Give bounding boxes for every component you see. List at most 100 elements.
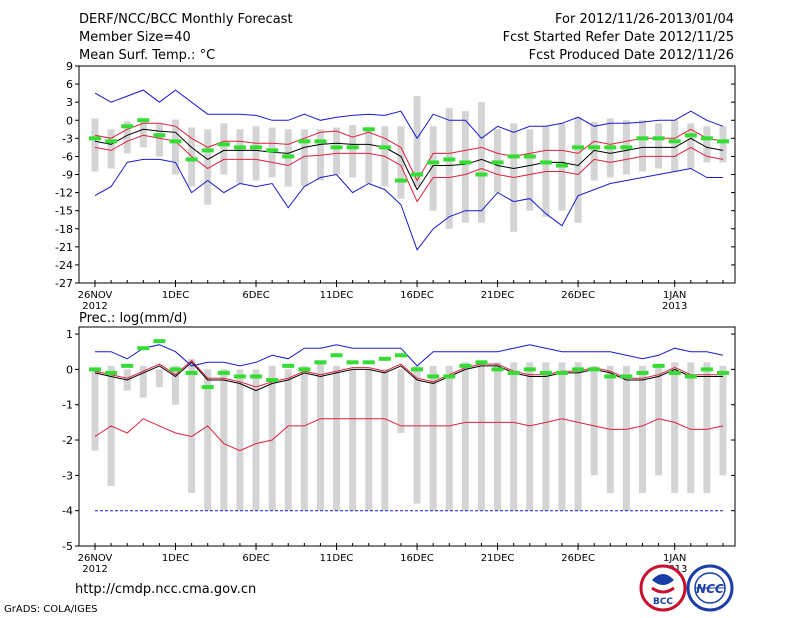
ensemble-box-25 [477,102,485,223]
climatology-marker-5 [153,133,166,138]
climatology-marker-29 [539,160,552,165]
climatology-marker-18 [362,360,375,365]
ensemble-box-20 [397,369,405,433]
y-tick-label: -18 [55,223,73,236]
ensemble-box-15 [316,362,324,511]
x-year-label: 2013 [662,301,687,312]
x-tick-label: 26DEC [561,553,595,564]
climatology-marker-24 [459,363,472,368]
climatology-marker-13 [282,154,295,159]
ensemble-box-31 [574,117,582,223]
climatology-marker-7 [185,370,198,375]
climatology-marker-28 [523,367,536,372]
bcc-logo: BCC [639,564,687,612]
ensemble-box-14 [300,365,308,511]
x-tick-label: 16DEC [400,290,434,301]
ensemble-box-31 [574,362,582,511]
y-tick-label: 9 [66,60,73,73]
x-tick-label: 1JAN [663,553,686,564]
climatology-marker-8 [201,385,214,390]
y-tick-label: -24 [55,259,73,272]
climatology-marker-31 [572,367,585,372]
ensemble-box-18 [365,369,373,511]
climatology-marker-25 [475,360,488,365]
ensemble-box-37 [671,362,679,494]
climatology-marker-10 [233,145,246,150]
ensemble-mean-line [94,361,723,392]
ensemble-box-39 [703,362,711,494]
ensemble-box-20 [397,126,405,199]
climatology-marker-14 [298,139,311,144]
climatology-marker-7 [185,157,198,162]
climatology-marker-37 [668,139,681,144]
climatology-marker-30 [555,370,568,375]
ensemble-box-3 [123,121,131,154]
ensemble-box-10 [236,369,244,511]
climatology-marker-21 [411,172,424,177]
climatology-marker-21 [411,367,424,372]
ensemble-box-27 [510,362,518,511]
ensemble-box-40 [719,126,727,163]
climatology-marker-6 [169,367,182,372]
y-tick-label: 6 [66,78,73,91]
ensemble-box-21 [413,96,421,187]
climatology-marker-28 [523,154,536,159]
ensemble-box-28 [526,129,534,211]
ensemble-box-36 [655,123,663,169]
ensemble-box-6 [172,365,180,405]
y-tick-label: 0 [66,363,73,376]
climatology-marker-31 [572,145,585,150]
ensemble-box-1 [91,118,99,172]
climatology-marker-33 [604,145,617,150]
ensemble-box-11 [252,126,260,181]
y-tick-label: -15 [55,205,73,218]
climatology-marker-27 [507,154,520,159]
climatology-marker-1 [89,136,101,141]
ensemble-box-37 [671,120,679,172]
ensemble-mean-line [94,128,724,191]
climatology-marker-16 [330,145,343,150]
footer-url[interactable]: http://cmdp.ncc.cma.gov.cn [75,582,257,597]
ensemble-box-4 [139,122,147,148]
climatology-marker-17 [346,360,359,365]
y-tick-label: -3 [62,469,73,482]
maximum-line [95,344,724,367]
y-tick-label: 0 [66,114,73,127]
ensemble-box-32 [590,365,598,476]
x-year-label: 2012 [82,564,107,575]
x-tick-label: 11DEC [320,553,354,564]
climatology-marker-19 [378,356,391,361]
climatology-marker-20 [394,178,407,183]
climatology-marker-40 [717,370,729,375]
ensemble-box-2 [107,129,115,169]
climatology-marker-19 [378,145,391,150]
ensemble-box-1 [91,369,99,451]
ensemble-box-21 [413,365,421,504]
grads-credit: GrADS: COLA/IGES [4,604,98,615]
climatology-marker-13 [282,363,295,368]
ensemble-box-16 [333,365,341,511]
x-tick-label: 1JAN [663,290,686,301]
y-tick-label: -3 [62,132,73,145]
climatology-marker-11 [250,145,263,150]
climatology-marker-4 [137,118,150,123]
ensemble-box-8 [204,129,212,205]
y-tick-label: -5 [62,540,73,553]
climatology-marker-34 [620,145,633,150]
lower-spread-line [94,134,724,203]
y-tick-label: -12 [55,187,73,200]
climatology-marker-23 [443,157,456,162]
ensemble-box-26 [494,362,502,511]
started-refer-label: Fcst Started Refer Date 2012/11/25 [502,30,734,45]
climatology-marker-32 [588,145,601,150]
ncc-logo-text: NCC [696,582,724,596]
lower-spread-line [94,418,724,452]
member-size-label: Member Size=40 [79,30,191,45]
climatology-marker-8 [201,148,214,153]
climatology-marker-26 [491,367,504,372]
ensemble-box-17 [349,369,357,511]
ensemble-box-14 [300,129,308,187]
climatology-marker-35 [636,136,649,141]
climatology-marker-27 [507,370,520,375]
